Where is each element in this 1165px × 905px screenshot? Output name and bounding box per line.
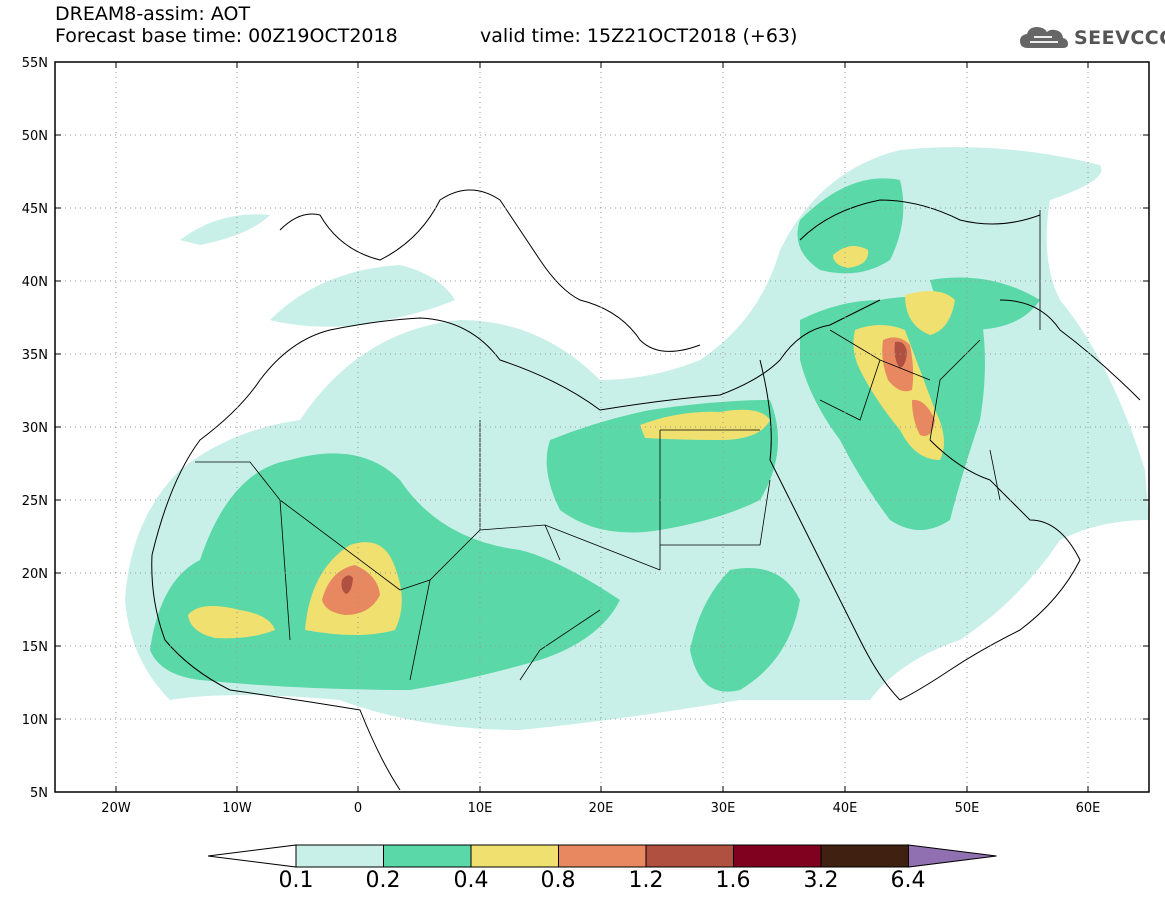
valid-time: valid time: 15Z21OCT2018 (+63): [480, 25, 798, 47]
colorbar-label: 1.6: [715, 868, 751, 893]
lon-label: 20W: [101, 801, 131, 816]
colorbar-label: 6.4: [890, 868, 926, 893]
lat-label: 15N: [22, 640, 48, 655]
cloud-icon: [1020, 27, 1068, 48]
colorbar-swatch: [733, 844, 822, 868]
lat-label: 10N: [22, 713, 48, 728]
colorbar-swatch: [295, 844, 384, 868]
aot-band-0.4-egypt: [640, 409, 770, 440]
longitude-labels: 20W 10W 0 10E 20E 30E 40E 50E 60E: [101, 801, 1100, 816]
lon-label: 0: [354, 801, 362, 816]
logo-text: SEEVCCC: [1074, 27, 1165, 49]
lat-label: 40N: [22, 275, 48, 290]
aot-field: [125, 147, 1149, 731]
lat-label: 25N: [22, 494, 48, 509]
colorbar-swatch: [470, 844, 559, 868]
colorbar-label: 0.1: [278, 868, 314, 893]
colorbar: [207, 844, 997, 868]
grid-lines: [55, 62, 1149, 792]
aot-band-0.8-mali: [322, 565, 380, 615]
lon-label: 60E: [1076, 801, 1101, 816]
aot-band-0.1-west: [180, 214, 270, 245]
aot-band-0.2-sudan: [690, 568, 800, 692]
aot-band-0.8-kuwait: [912, 399, 935, 436]
axis-ticks: [55, 61, 1149, 793]
aot-band-1.2-iraq: [894, 341, 907, 368]
map-title: DREAM8-assim: AOT: [55, 3, 251, 25]
forecast-base-time: Forecast base time: 00Z19OCT2018: [55, 25, 398, 47]
colorbar-swatch: [820, 844, 909, 868]
aot-band-0.2-caucasus: [797, 178, 904, 274]
lat-label: 45N: [22, 202, 48, 217]
aot-band-0.1-iberia: [270, 265, 455, 327]
colorbar-swatch: [383, 844, 472, 868]
lon-label: 10E: [468, 801, 493, 816]
country-borders: [195, 210, 1041, 681]
colorbar-over-triangle: [908, 844, 997, 868]
colorbar-label: 1.2: [628, 868, 664, 893]
colorbar-swatch: [558, 844, 647, 868]
lat-label: 20N: [22, 567, 48, 582]
lon-label: 50E: [955, 801, 980, 816]
lat-label: 35N: [22, 348, 48, 363]
lon-label: 30E: [711, 801, 736, 816]
coastlines: [151, 189, 1141, 791]
colorbar-under-triangle: [207, 844, 297, 868]
colorbar-label: 0.8: [540, 868, 576, 893]
aot-band-0.4-mauritania: [188, 606, 275, 639]
seevccc-logo: SEEVCCC: [1018, 24, 1165, 52]
colorbar-label: 0.4: [453, 868, 489, 893]
aot-band-0.4-georgia: [833, 246, 869, 268]
colorbar-label: 3.2: [803, 868, 839, 893]
lat-label: 30N: [22, 421, 48, 436]
colorbar-label: 0.2: [365, 868, 401, 893]
lat-label: 5N: [30, 786, 48, 801]
lat-label: 50N: [22, 129, 48, 144]
lon-label: 10W: [222, 801, 252, 816]
lon-label: 20E: [589, 801, 614, 816]
aot-band-0.2-iran: [930, 277, 1040, 330]
lon-label: 40E: [833, 801, 858, 816]
aot-band-0.4-north: [905, 291, 955, 335]
lat-label: 55N: [22, 56, 48, 71]
latitude-labels: 55N 50N 45N 40N 35N 30N 25N 20N 15N 10N …: [22, 56, 48, 801]
aot-band-1.2-mali: [341, 575, 353, 594]
colorbar-swatch: [645, 844, 734, 868]
